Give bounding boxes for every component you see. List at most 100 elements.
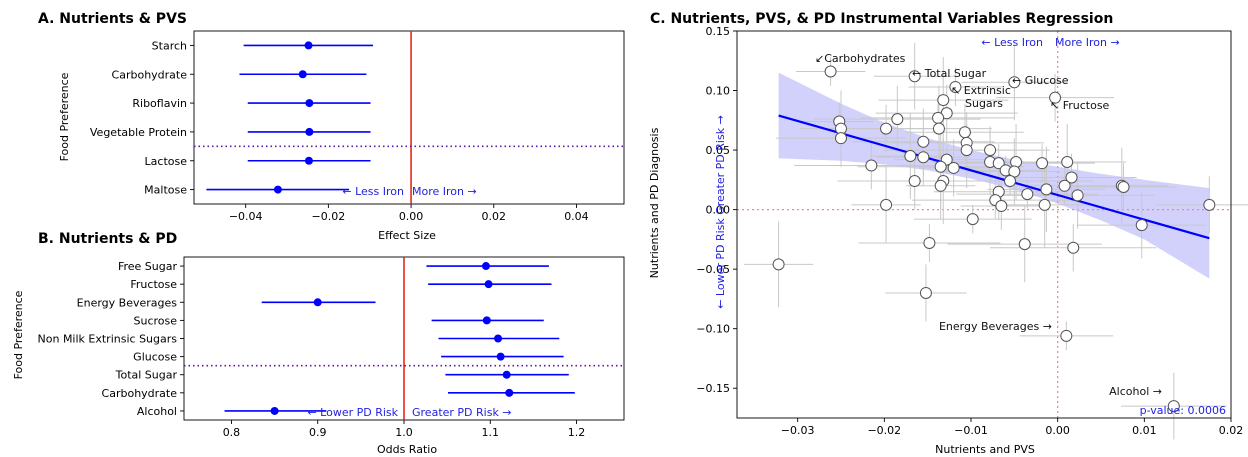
label-extrinsic: ↖ Extrinsic [951,84,1011,97]
panel-c-x-tick-label: −0.02 [867,424,901,437]
data-point [1167,400,1180,413]
panel-a-plot-frame [193,30,625,205]
data-point [960,144,973,157]
panel-b-category-label: Fructose [130,278,177,291]
data-point [1135,219,1148,232]
data-point [1008,76,1021,89]
panel-b-category-label: Energy Beverages [77,296,178,309]
panel-c-more-iron-label: More Iron → [1055,36,1120,49]
panel-a-annotation-right: More Iron → [412,185,477,198]
data-point [995,200,1008,213]
label-total-sugar: ← Total Sugar [912,67,987,80]
panel-b-y-axis-label: Food Preference [12,290,25,379]
data-point [917,135,930,148]
panel-b-x-axis-label: Odds Ratio [377,443,437,456]
panel-b-x-tick-label: 0.9 [309,426,327,439]
panel-c-y-tick-label: −0.05 [696,263,730,276]
panel-b-category-label: Sucrose [133,314,177,327]
data-point [949,80,962,93]
panel-b-estimate-point [502,370,511,379]
panel-c-y-tick-label: −0.10 [696,323,730,336]
data-point [1018,238,1031,251]
panel-c-plot-frame [736,30,1232,419]
panel-b-x-tick-label: 0.8 [223,426,241,439]
panel-b-estimate-point [494,334,503,343]
panel-c-y-tick-label: 0.00 [706,204,731,217]
data-point [958,126,971,139]
panel-b-category-label: Free Sugar [118,260,178,273]
panel-b-estimate-point [481,262,490,271]
panel-c-x-tick-label: 0.02 [1219,424,1244,437]
data-point [992,157,1005,170]
data-point [1203,198,1216,211]
data-point [934,179,947,192]
panel-a-annotation-left: ← Less Iron [342,185,404,198]
panel-b-x-tick-label: 1.2 [568,426,586,439]
data-point [824,65,837,78]
panel-a-x-tick-label: 0.04 [564,210,589,223]
data-point [917,151,930,164]
panel-c-risk-direction-label: ← Lower PD Risk Greater PD Risk → [714,115,727,309]
data-point [880,122,893,135]
data-point [891,113,904,126]
panel-a-x-tick-label: −0.02 [312,210,346,223]
panel-c-y-tick-label: 0.15 [706,25,731,38]
panel-c-y-tick-label: −0.15 [696,382,730,395]
data-point [1049,91,1062,104]
data-point [1040,183,1053,196]
data-point [1117,180,1130,193]
panel-b-category-label: Non Milk Extrinsic Sugars [38,333,178,346]
panel-a-category-label: Vegetable Protein [90,126,187,139]
panel-b-estimate-point [482,316,491,325]
panel-b-category-label: Glucose [133,351,177,364]
data-point [984,144,997,157]
data-point [966,213,979,226]
panel-a-estimate-point [273,185,282,194]
panel-b-category-label: Alcohol [137,405,177,418]
panel-c-x-axis-label: Nutrients and PVS [935,443,1035,456]
panel-a-estimate-point [304,41,313,50]
panel-a-category-label: Starch [152,39,187,52]
regression-line [778,114,1210,240]
panel-a-x-tick-label: −0.04 [229,210,263,223]
panel-c-less-iron-label: ← Less Iron [981,36,1043,49]
panel-b-estimate-point [484,280,493,289]
data-point [1061,155,1074,168]
data-point [934,160,947,173]
panel-a-x-tick-label: 0.02 [482,210,507,223]
panel-c-y-tick-label: 0.10 [706,85,731,98]
panel-b-category-label: Total Sugar [115,369,178,382]
data-point [904,150,917,163]
panel-c-x-tick-label: −0.01 [954,424,988,437]
panel-b-x-tick-label: 1.0 [395,426,413,439]
data-point [865,159,878,172]
panel-a-category-label: Riboflavin [132,97,187,110]
data-point [932,111,945,124]
panel-b-annotation-right: Greater PD Risk → [412,406,512,419]
data-point [1038,198,1051,211]
panel-a-category-label: Maltose [144,184,187,197]
data-point [1021,188,1034,201]
panel-b-estimate-point [505,388,514,397]
data-point [835,132,847,145]
data-point [932,122,945,135]
panel-c: C. Nutrients, PVS, & PD Instrumental Var… [648,11,1248,456]
label-fructose: ↖ Fructose [1050,99,1110,112]
panel-c-plot-area: −0.03 −0.02 −0.01 0.00 0.01 0.02 0.15 0.10 0.05 0… [696,25,1248,440]
panel-a: A. Nutrients & PVS −0.04 −0.02 0.00 0.02 0.0… [38,11,625,242]
panel-b-estimate-point [313,298,322,307]
label-glucose: ← Glucose [1012,74,1069,87]
data-point [1036,157,1049,170]
panel-c-title: C. Nutrients, PVS, & PD Instrumental Var… [650,11,1113,27]
label-alcohol: Alcohol → [1109,385,1162,398]
data-point [908,70,921,83]
panel-b-annotation-left: ← Lower PD Risk [307,406,398,419]
data-point [923,236,936,249]
panel-b: B. Nutrients & PD 0.8 0.9 1.0 1.1 1.2 Free Su… [12,231,625,456]
panel-a-title: A. Nutrients & PVS [38,11,187,27]
data-point [772,258,785,271]
data-point [880,198,893,211]
panel-c-y-tick-label: 0.05 [706,144,731,157]
data-point [1071,189,1084,202]
